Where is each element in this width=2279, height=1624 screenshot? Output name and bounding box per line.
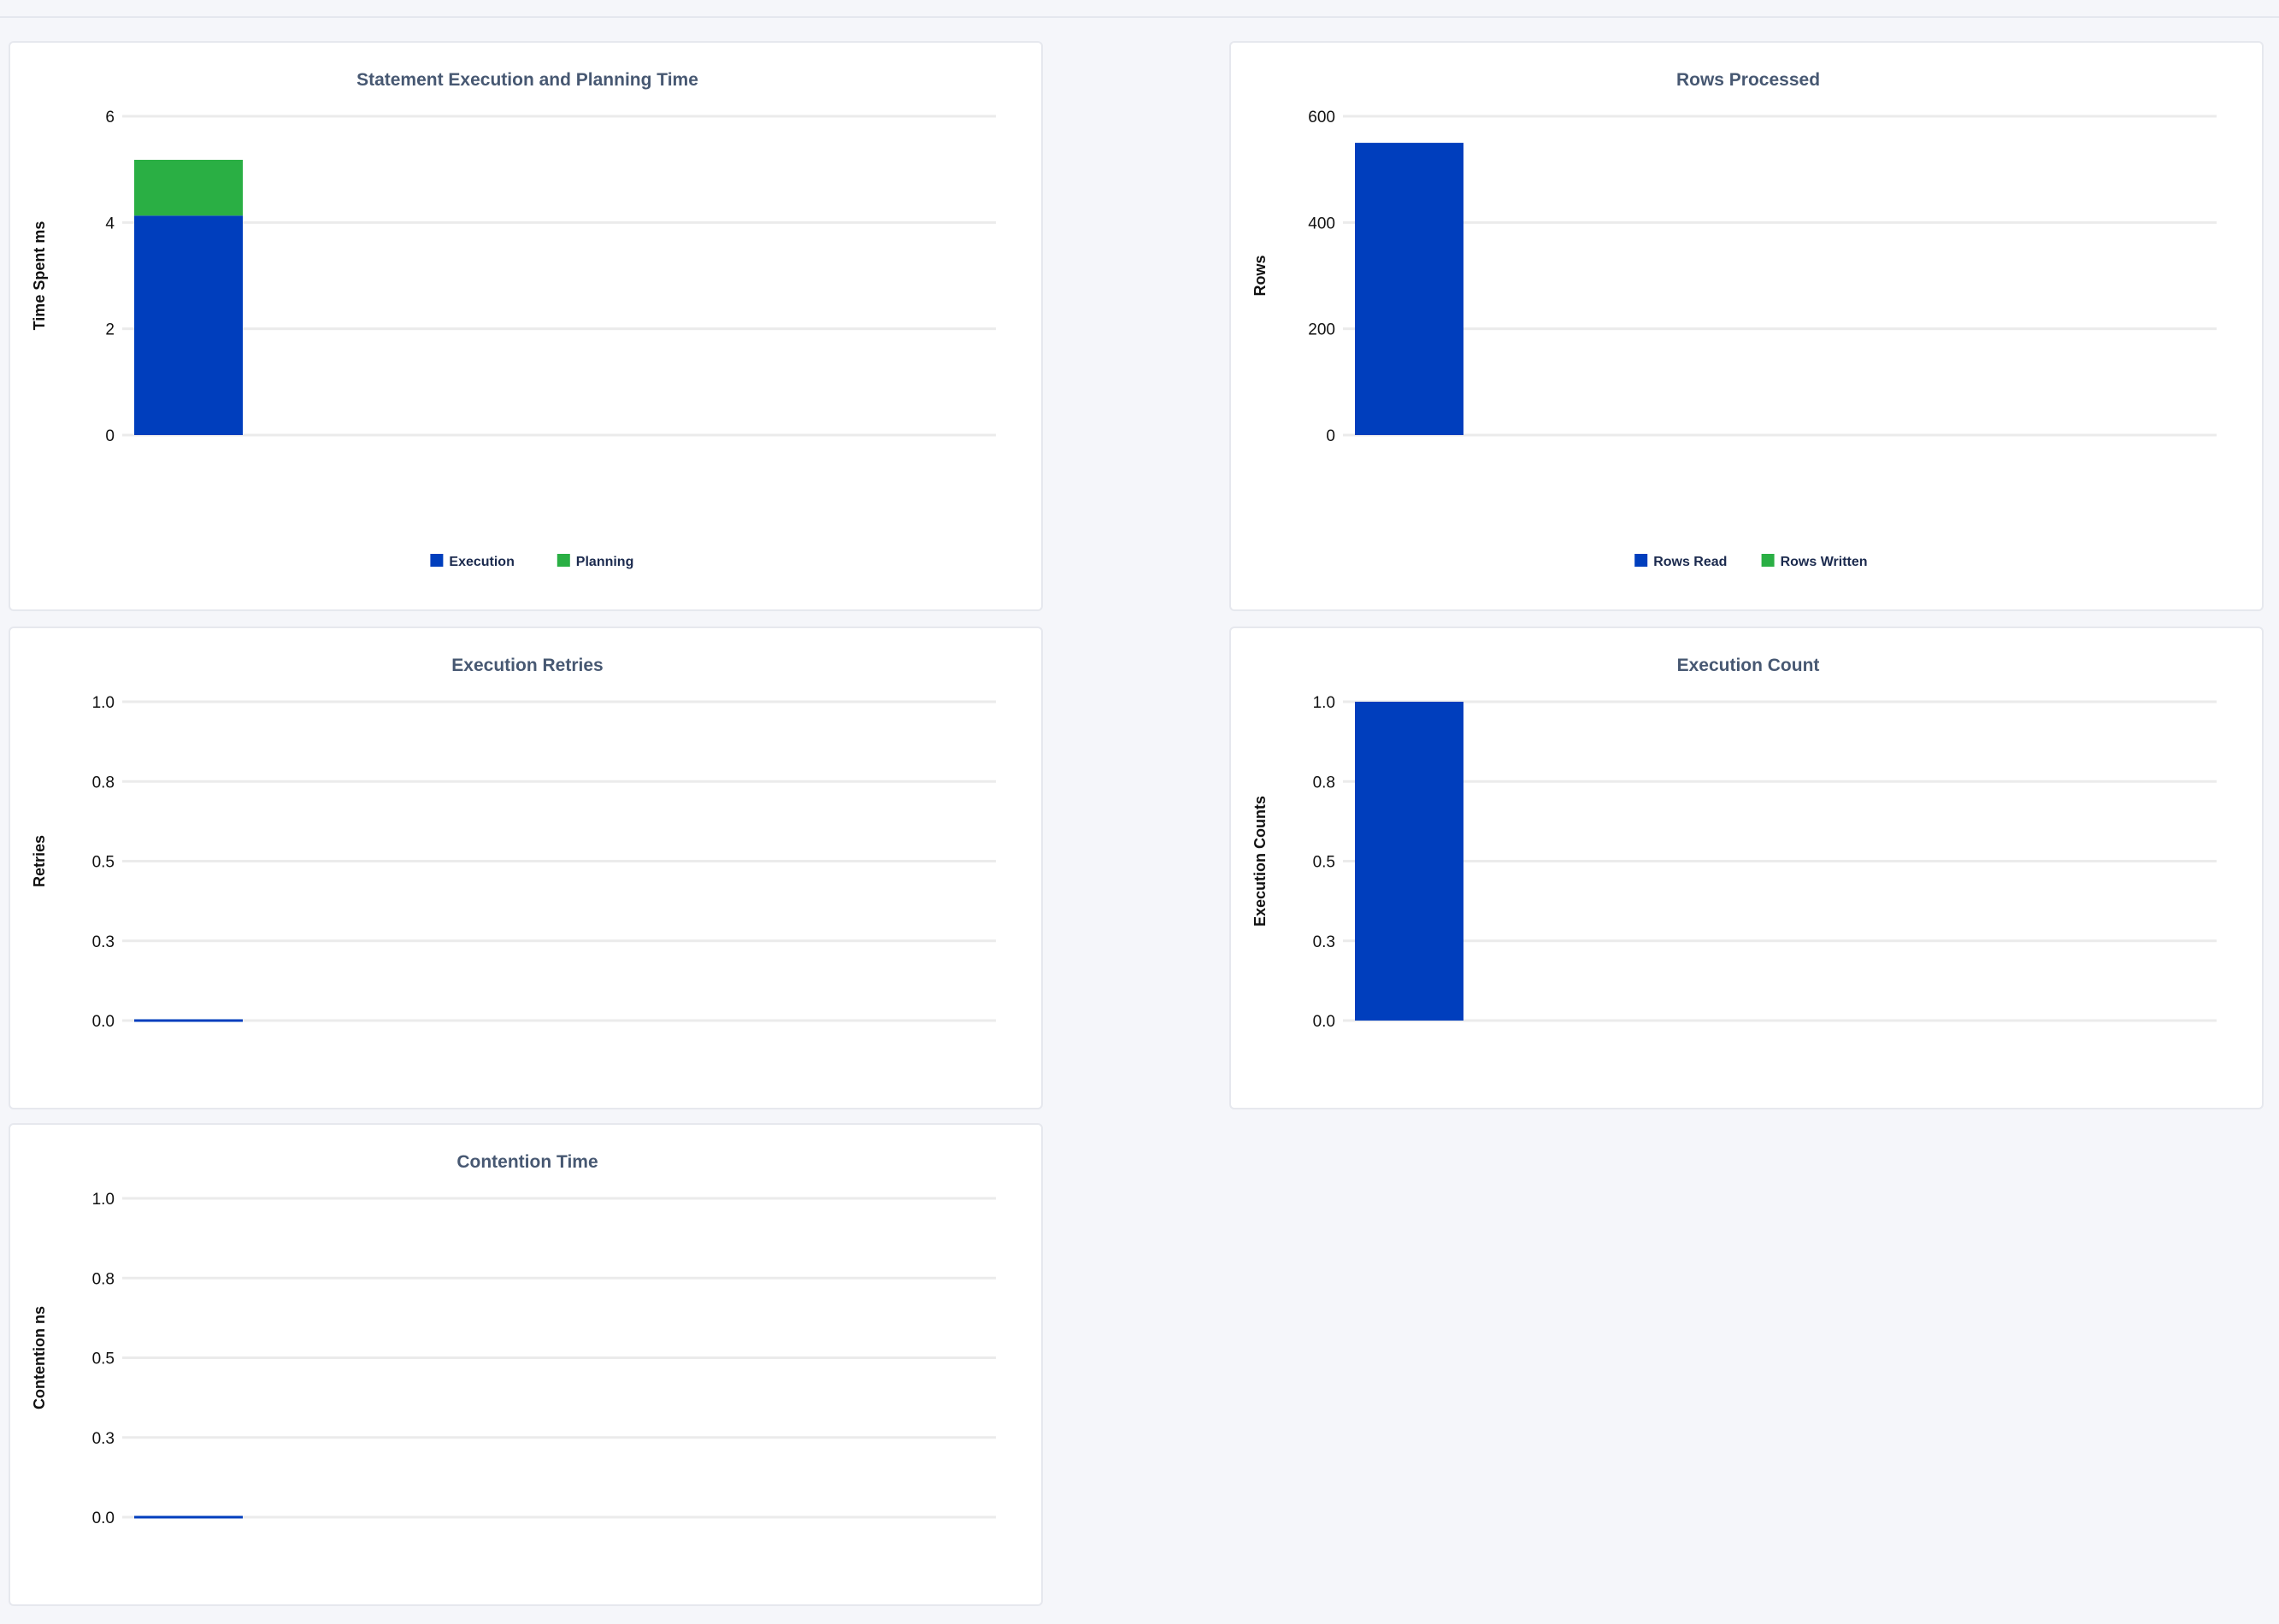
chart-card-rows-processed: Rows Processed Rows 0 200 400 600 Rows Read Row…	[1229, 41, 2264, 611]
legend-item[interactable]: Planning	[556, 554, 634, 569]
chart-title: Execution Count	[1677, 656, 1820, 675]
chart-title: Contention Time	[456, 1152, 598, 1172]
y-tick-label: 400	[1308, 215, 1335, 232]
y-tick-label: 0.3	[92, 1430, 115, 1448]
chart-svg: Execution Count Execution Counts 0.0 0.3 0.5…	[1251, 656, 2217, 1031]
header-divider	[0, 16, 2279, 18]
y-tick-label: 0.5	[92, 854, 115, 872]
chart-title: Rows Processed	[1676, 70, 1820, 90]
chart-card-execution-count: Execution Count Execution Counts 0.0 0.3 0.5…	[1229, 627, 2264, 1109]
y-tick-label: 0.8	[1313, 774, 1335, 791]
chart-svg: Statement Execution and Planning Time Tim…	[31, 70, 996, 569]
chart-card-contention-time: Contention Time Contention ns 0.0 0.3 0.5 0.8…	[9, 1123, 1043, 1606]
chart-svg: Execution Retries Retries 0.0 0.3 0.5 0.8 1.0	[31, 656, 996, 1031]
y-tick-label: 0	[1326, 427, 1335, 445]
legend-item[interactable]: Rows Written	[1761, 554, 1868, 569]
y-axis-label: Contention ns	[31, 1306, 48, 1409]
y-tick-label: 0.3	[92, 933, 115, 951]
legend-item[interactable]: Rows Read	[1634, 554, 1727, 569]
y-tick-label: 0.5	[1313, 854, 1335, 872]
y-tick-label: 1.0	[1313, 694, 1335, 712]
legend-swatch	[1761, 554, 1775, 567]
y-tick-label: 2	[105, 321, 115, 339]
y-axis-label: Retries	[31, 835, 48, 887]
legend-label: Rows Read	[1653, 555, 1727, 569]
y-tick-label: 4	[105, 215, 115, 232]
y-tick-label: 0	[105, 427, 115, 445]
y-tick-label: 0.0	[1313, 1013, 1335, 1031]
chart-card-statement-time: Statement Execution and Planning Time Tim…	[9, 41, 1043, 611]
legend-item[interactable]: Execution	[430, 554, 515, 569]
bar-value[interactable]	[1355, 702, 1463, 1021]
legend-swatch	[430, 554, 444, 567]
y-axis-label: Execution Counts	[1251, 796, 1269, 927]
y-tick-label: 1.0	[92, 1191, 115, 1209]
chart-svg: Contention Time Contention ns 0.0 0.3 0.5 0.8…	[31, 1152, 996, 1527]
legend-label: Rows Written	[1781, 555, 1868, 569]
chart-card-execution-retries: Execution Retries Retries 0.0 0.3 0.5 0.8 1.0	[9, 627, 1043, 1109]
y-tick-label: 1.0	[92, 694, 115, 712]
legend-label: Execution	[449, 555, 514, 569]
y-tick-label: 0.3	[1313, 933, 1335, 951]
y-tick-label: 200	[1308, 321, 1335, 339]
chart-title: Statement Execution and Planning Time	[356, 70, 698, 90]
chart-svg: Rows Processed Rows 0 200 400 600 Rows Read Row…	[1251, 70, 2217, 569]
bar-planning[interactable]	[134, 159, 243, 216]
y-tick-label: 0.8	[92, 774, 115, 791]
y-tick-label: 600	[1308, 109, 1335, 127]
legend-label: Planning	[576, 555, 634, 569]
bar-execution[interactable]	[134, 215, 243, 436]
y-tick-label: 6	[105, 109, 115, 127]
chart-title: Execution Retries	[451, 656, 603, 675]
y-axis-label: Time Spent ms	[31, 221, 48, 331]
y-tick-label: 0.5	[92, 1350, 115, 1368]
bar-rows-read[interactable]	[1355, 143, 1463, 435]
y-axis-label: Rows	[1251, 255, 1269, 296]
legend-swatch	[556, 554, 570, 567]
y-tick-label: 0.0	[92, 1509, 115, 1527]
y-tick-label: 0.8	[92, 1270, 115, 1288]
y-tick-label: 0.0	[92, 1013, 115, 1031]
legend-swatch	[1634, 554, 1648, 567]
